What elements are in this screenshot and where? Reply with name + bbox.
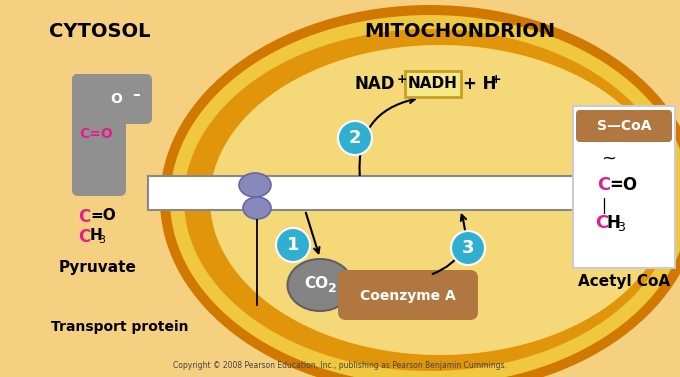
- Text: =O: =O: [609, 176, 637, 194]
- Circle shape: [276, 228, 310, 262]
- Text: CYTOSOL: CYTOSOL: [49, 22, 151, 41]
- Text: O: O: [110, 92, 122, 106]
- Ellipse shape: [288, 259, 352, 311]
- FancyArrow shape: [148, 166, 620, 221]
- Text: 3: 3: [462, 239, 474, 257]
- Text: Transport protein: Transport protein: [51, 320, 189, 334]
- Text: MITOCHONDRION: MITOCHONDRION: [364, 22, 556, 41]
- Text: C: C: [78, 208, 90, 226]
- Ellipse shape: [184, 29, 676, 371]
- Text: 3: 3: [98, 235, 105, 245]
- Text: Copyright © 2008 Pearson Education, Inc., publishing as Pearson Benjamin Cumming: Copyright © 2008 Pearson Education, Inc.…: [173, 361, 507, 370]
- Text: =O: =O: [90, 208, 116, 223]
- FancyBboxPatch shape: [72, 74, 152, 124]
- Ellipse shape: [239, 173, 271, 197]
- Text: CO: CO: [304, 276, 328, 291]
- Ellipse shape: [210, 45, 670, 355]
- Text: C: C: [595, 214, 608, 232]
- Ellipse shape: [160, 5, 680, 377]
- Text: H: H: [90, 228, 103, 243]
- Text: –: –: [132, 86, 140, 101]
- FancyBboxPatch shape: [573, 106, 675, 268]
- FancyBboxPatch shape: [72, 74, 126, 196]
- Text: C: C: [78, 228, 90, 246]
- Text: + H: + H: [463, 75, 496, 93]
- Text: C: C: [597, 176, 610, 194]
- Text: |: |: [601, 198, 606, 214]
- Text: NADH: NADH: [408, 77, 458, 92]
- Text: 1: 1: [287, 236, 299, 254]
- Text: S—CoA: S—CoA: [597, 119, 651, 133]
- Text: +: +: [491, 73, 502, 86]
- Text: Pyruvate: Pyruvate: [59, 260, 137, 275]
- Circle shape: [451, 231, 485, 265]
- Text: 2: 2: [328, 282, 337, 296]
- Ellipse shape: [170, 15, 680, 377]
- FancyBboxPatch shape: [338, 270, 478, 320]
- Text: 3: 3: [617, 221, 625, 234]
- Ellipse shape: [243, 197, 271, 219]
- Text: C=O: C=O: [79, 127, 113, 141]
- Text: ~: ~: [601, 150, 617, 168]
- Text: Acetyl CoA: Acetyl CoA: [578, 274, 670, 289]
- Text: +: +: [397, 73, 407, 86]
- FancyBboxPatch shape: [405, 71, 461, 97]
- Text: H: H: [607, 214, 621, 232]
- FancyBboxPatch shape: [576, 110, 672, 142]
- Circle shape: [338, 121, 372, 155]
- Text: NAD: NAD: [355, 75, 396, 93]
- Text: 2: 2: [349, 129, 361, 147]
- Text: Coenzyme A: Coenzyme A: [360, 289, 456, 303]
